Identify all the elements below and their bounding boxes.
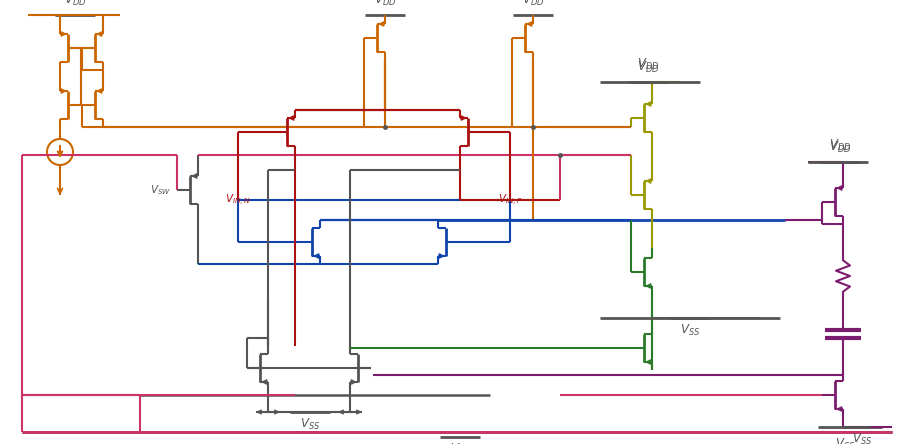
Text: $V_{IN,N}$: $V_{IN,N}$ [226, 192, 251, 207]
Text: $V_{DD}$: $V_{DD}$ [522, 0, 544, 8]
Text: $V_{SS}$: $V_{SS}$ [852, 432, 872, 444]
Text: $V_{DD}$: $V_{DD}$ [636, 60, 659, 75]
Text: $V_{IN,P}$: $V_{IN,P}$ [498, 192, 523, 207]
Text: $V_{SW}$: $V_{SW}$ [149, 183, 171, 197]
Text: $V_{SS}$: $V_{SS}$ [300, 417, 320, 432]
Text: $V_{DD}$: $V_{DD}$ [829, 138, 851, 153]
Text: $V_{SS}$: $V_{SS}$ [834, 437, 856, 444]
Text: $V_{SS}$: $V_{SS}$ [679, 323, 700, 338]
Text: $V_{DD}$: $V_{DD}$ [829, 140, 851, 155]
Text: $V_{DD}$: $V_{DD}$ [64, 0, 86, 8]
Text: $V_{SS}$: $V_{SS}$ [450, 442, 470, 444]
Text: $V_{DD}$: $V_{DD}$ [636, 57, 659, 72]
Text: $V_{DD}$: $V_{DD}$ [374, 0, 396, 8]
